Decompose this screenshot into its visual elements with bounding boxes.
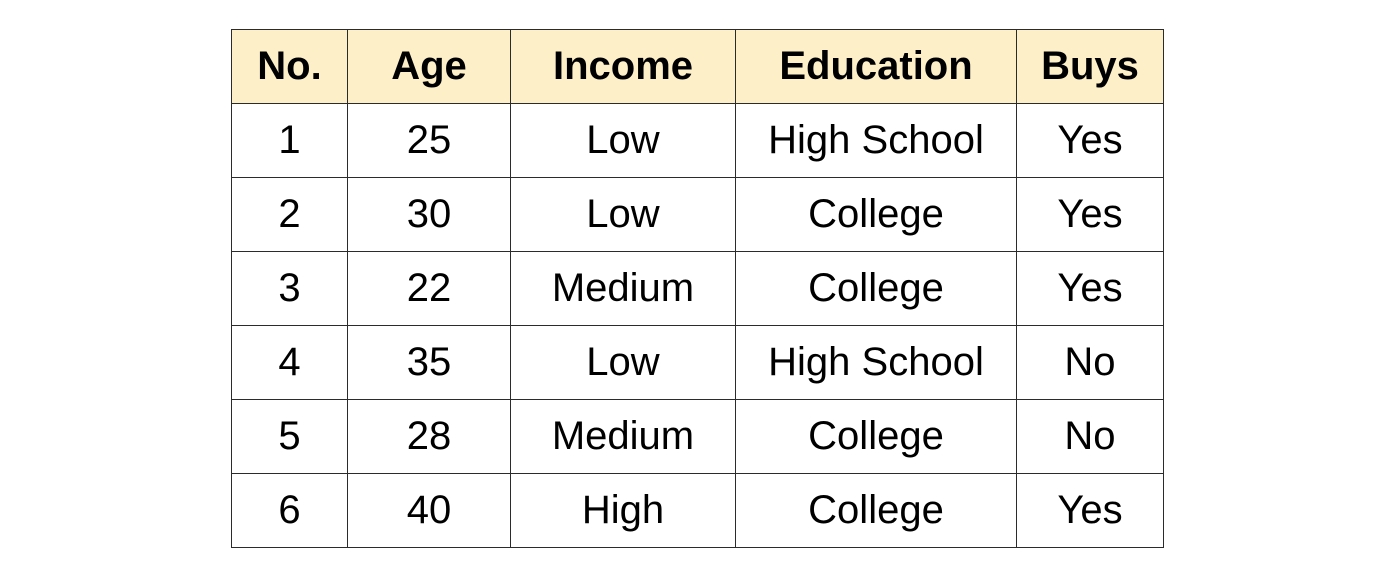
cell-education: High School: [735, 325, 1017, 400]
cell-income: High: [510, 473, 736, 548]
cell-income: Medium: [510, 251, 736, 326]
cell-no: 4: [231, 325, 348, 400]
table-header-row: No. Age Income Education Buys: [231, 29, 1164, 104]
cell-age: 30: [347, 177, 511, 252]
cell-no: 3: [231, 251, 348, 326]
table-row: 4 35 Low High School No: [231, 325, 1164, 400]
header-no: No.: [231, 29, 348, 104]
header-age: Age: [347, 29, 511, 104]
cell-buys: Yes: [1016, 103, 1164, 178]
table-row: 3 22 Medium College Yes: [231, 251, 1164, 326]
cell-income: Medium: [510, 399, 736, 474]
cell-no: 2: [231, 177, 348, 252]
cell-income: Low: [510, 103, 736, 178]
header-education: Education: [735, 29, 1017, 104]
table-row: 6 40 High College Yes: [231, 473, 1164, 548]
cell-no: 6: [231, 473, 348, 548]
cell-education: College: [735, 473, 1017, 548]
cell-buys: No: [1016, 325, 1164, 400]
header-income: Income: [510, 29, 736, 104]
cell-no: 1: [231, 103, 348, 178]
cell-buys: No: [1016, 399, 1164, 474]
data-table: No. Age Income Education Buys 1 25 Low H…: [231, 29, 1164, 548]
cell-income: Low: [510, 325, 736, 400]
cell-age: 25: [347, 103, 511, 178]
cell-age: 40: [347, 473, 511, 548]
cell-age: 28: [347, 399, 511, 474]
cell-buys: Yes: [1016, 177, 1164, 252]
cell-buys: Yes: [1016, 251, 1164, 326]
header-buys: Buys: [1016, 29, 1164, 104]
cell-buys: Yes: [1016, 473, 1164, 548]
cell-no: 5: [231, 399, 348, 474]
table-row: 1 25 Low High School Yes: [231, 103, 1164, 178]
cell-education: College: [735, 177, 1017, 252]
cell-income: Low: [510, 177, 736, 252]
cell-age: 35: [347, 325, 511, 400]
table-row: 2 30 Low College Yes: [231, 177, 1164, 252]
cell-education: High School: [735, 103, 1017, 178]
cell-education: College: [735, 251, 1017, 326]
cell-age: 22: [347, 251, 511, 326]
cell-education: College: [735, 399, 1017, 474]
table-row: 5 28 Medium College No: [231, 399, 1164, 474]
